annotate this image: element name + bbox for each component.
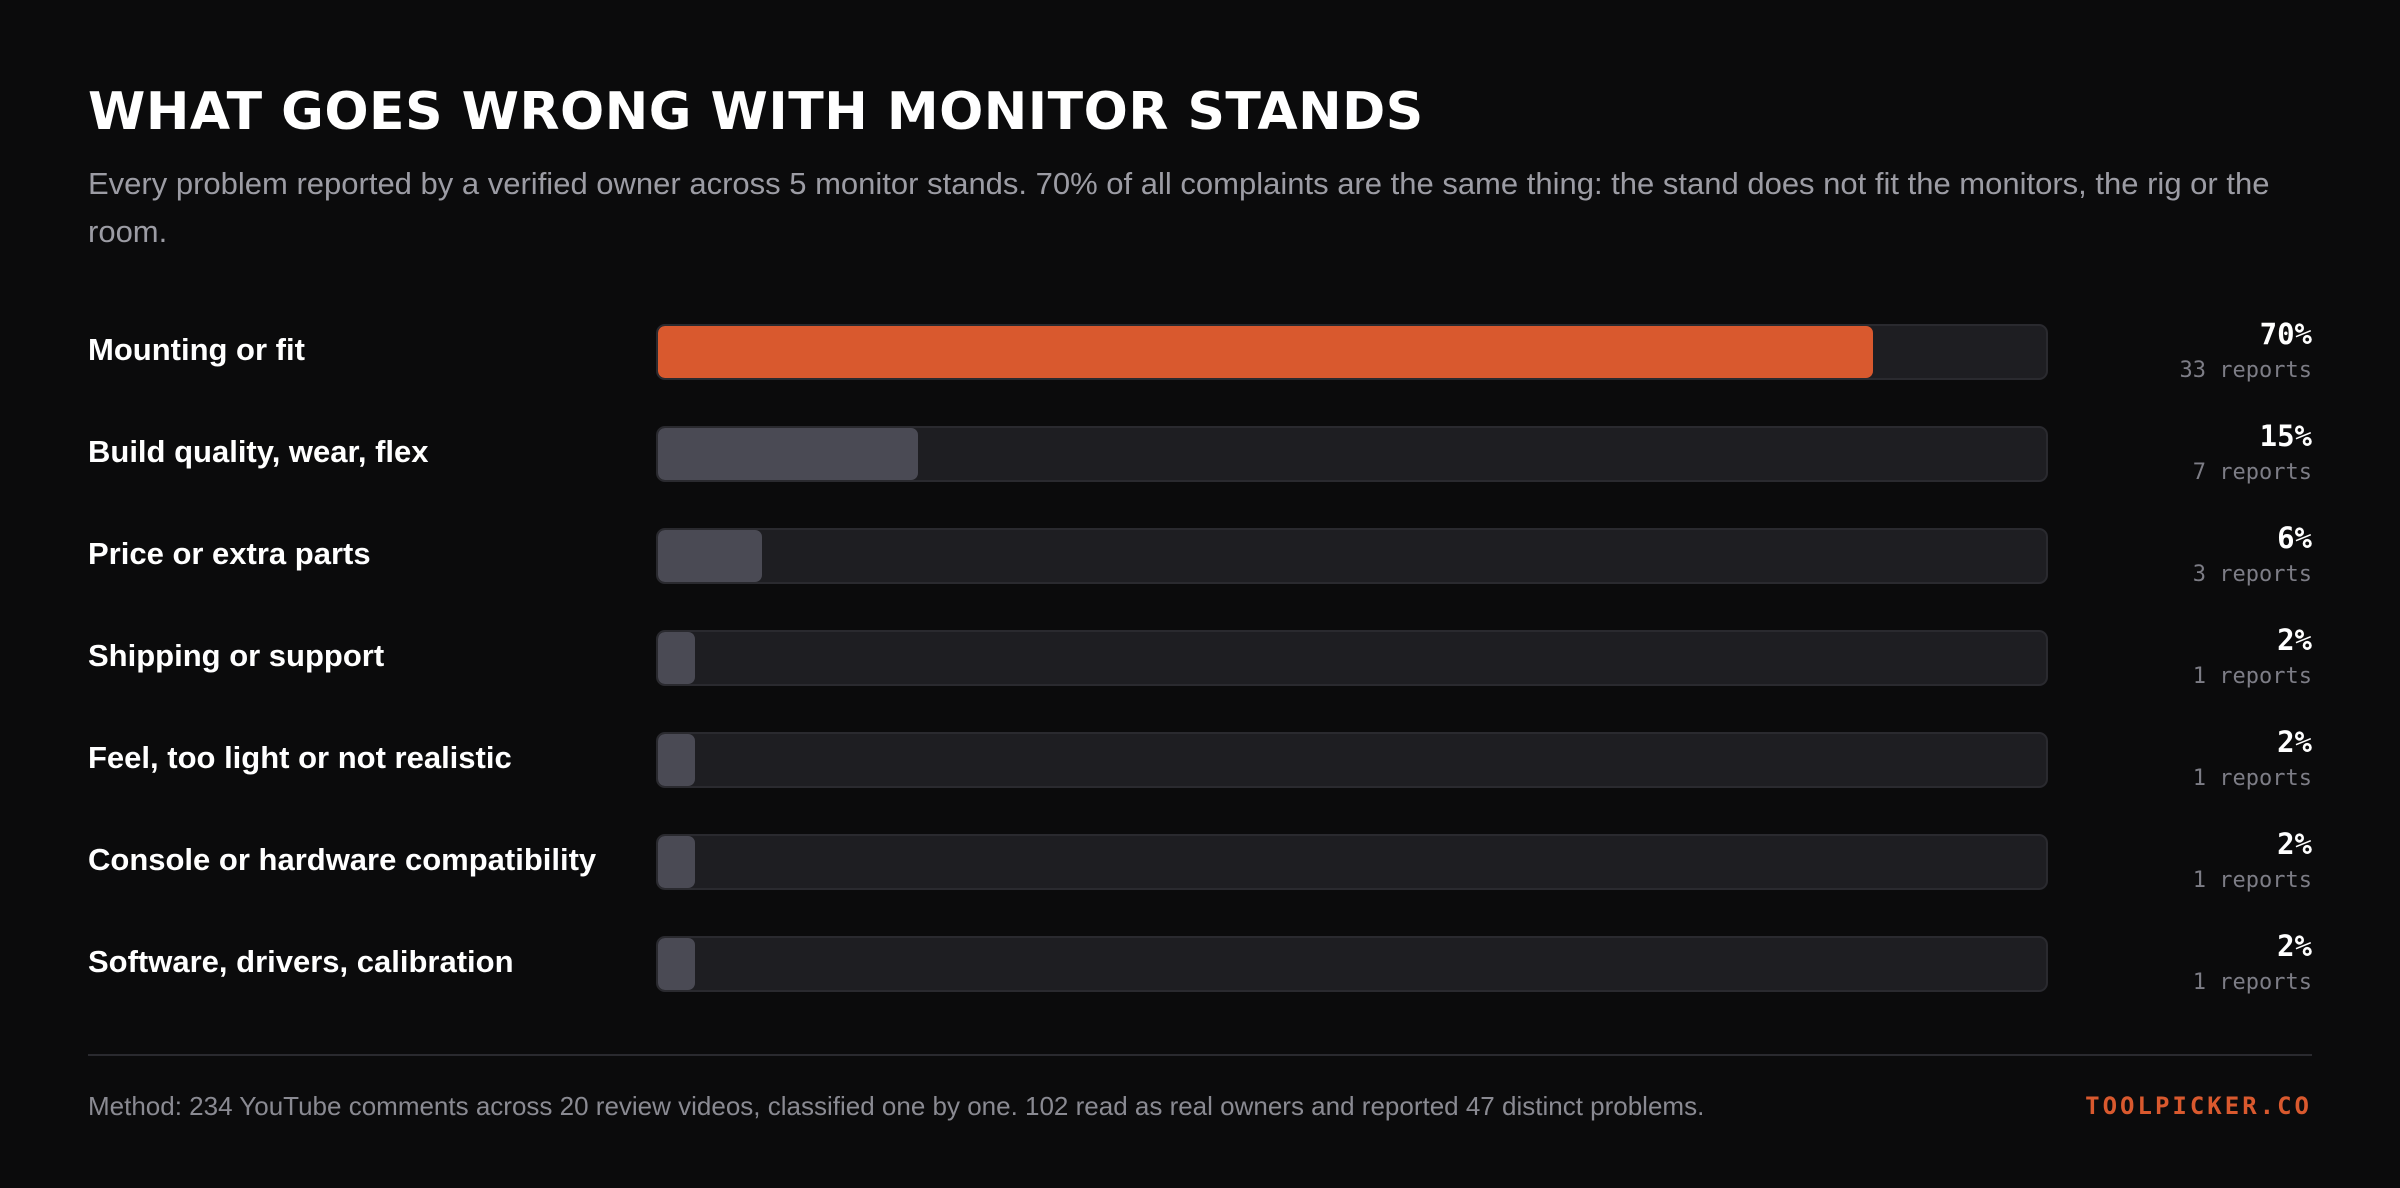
bar-track	[656, 630, 2048, 686]
bar	[658, 326, 1873, 378]
brand-logo-text: TOOLPICKER.CO	[2085, 1092, 2312, 1120]
method-note: Method: 234 YouTube comments across 20 r…	[88, 1091, 1705, 1121]
bar-value-label: 2%	[2277, 827, 2312, 861]
bar-chart: Mounting or fit 70% 33 reports Build qualit…	[0, 300, 2400, 1012]
bar-report-count: 1 reports	[2192, 664, 2312, 689]
chart-subtitle: Every problem reported by a verified own…	[88, 166, 2270, 249]
bar-category-label: Software, drivers, calibration	[88, 944, 514, 979]
bar-report-count: 33 reports	[2179, 358, 2312, 383]
bar-report-count: 1 reports	[2192, 868, 2312, 893]
bar	[658, 836, 696, 888]
bar-value-label: 2%	[2277, 623, 2312, 657]
bar-row: Software, drivers, calibration 2% 1 report…	[0, 912, 2400, 1012]
bar-value-label: 2%	[2277, 725, 2312, 759]
bar-value-label: 2%	[2277, 929, 2312, 963]
bar-value-label: 70%	[2259, 317, 2312, 351]
bar-track	[656, 834, 2048, 890]
bar-row: Shipping or support 2% 1 reports	[0, 606, 2400, 706]
bar-track	[656, 426, 2048, 482]
footer-divider	[88, 1054, 2312, 1056]
bar-category-label: Price or extra parts	[88, 536, 371, 571]
bar-row: Console or hardware compatibility 2% 1 rep…	[0, 810, 2400, 910]
bar-category-label: Console or hardware compatibility	[88, 842, 597, 877]
bar-track	[656, 732, 2048, 788]
bar-category-label: Mounting or fit	[88, 332, 305, 367]
bar-report-count: 1 reports	[2192, 970, 2312, 995]
bar-report-count: 3 reports	[2192, 562, 2312, 587]
bar-value-label: 6%	[2277, 521, 2312, 555]
bar-report-count: 1 reports	[2192, 766, 2312, 791]
bar-track	[656, 324, 2048, 380]
bar	[658, 734, 696, 786]
bar-value-label: 15%	[2259, 419, 2312, 453]
bar-track	[656, 528, 2048, 584]
bar	[658, 530, 763, 582]
chart-title: WHAT GOES WRONG WITH MONITOR STANDS	[88, 82, 1424, 142]
bar-row: Build quality, wear, flex 15% 7 reports	[0, 402, 2400, 502]
bar-report-count: 7 reports	[2192, 460, 2312, 485]
bar-category-label: Feel, too light or not realistic	[88, 740, 512, 775]
bar	[658, 938, 696, 990]
bar-row: Feel, too light or not realistic 2% 1 repo…	[0, 708, 2400, 808]
bar-track	[656, 936, 2048, 992]
bar-row: Mounting or fit 70% 33 reports	[0, 300, 2400, 400]
bar	[658, 428, 919, 480]
bar-category-label: Shipping or support	[88, 638, 385, 673]
bar	[658, 632, 696, 684]
bar-category-label: Build quality, wear, flex	[88, 434, 429, 469]
bar-row: Price or extra parts 6% 3 reports	[0, 504, 2400, 604]
